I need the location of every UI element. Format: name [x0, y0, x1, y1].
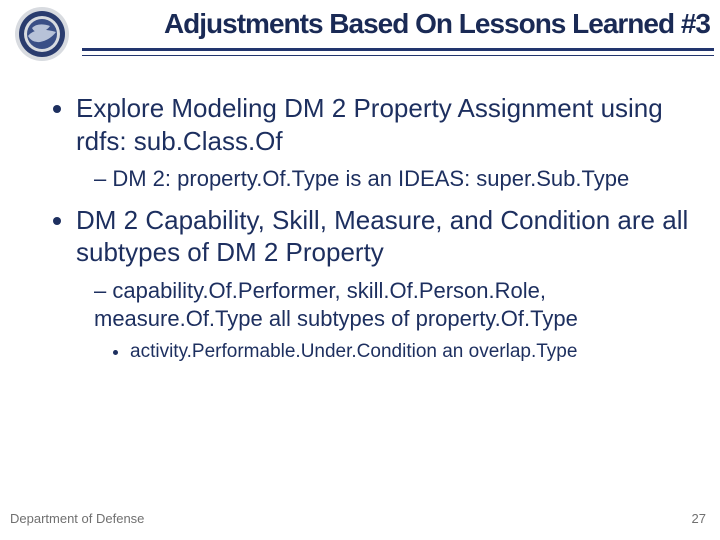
list-item: DM 2 Capability, Skill, Measure, and Con… [76, 204, 700, 365]
list-item: DM 2: property.Of.Type is an IDEAS: supe… [94, 165, 700, 194]
dod-seal-logo [14, 6, 70, 62]
bullet-sublist: capability.Of.Performer, skill.Of.Person… [76, 277, 700, 365]
list-item: activity.Performable.Under.Condition an … [130, 340, 700, 365]
slide: Adjustments Based On Lessons Learned #3 … [0, 0, 720, 540]
content-area: Explore Modeling DM 2 Property Assignmen… [48, 92, 700, 374]
footer-left: Department of Defense [10, 511, 144, 526]
bullet-text: activity.Performable.Under.Condition an … [130, 341, 577, 362]
list-item: Explore Modeling DM 2 Property Assignmen… [76, 92, 700, 194]
slide-title: Adjustments Based On Lessons Learned #3 [164, 8, 710, 40]
title-rule-thin [82, 55, 714, 56]
bullet-text: DM 2 Capability, Skill, Measure, and Con… [76, 205, 688, 268]
title-rule-thick [82, 48, 714, 51]
list-item: capability.Of.Performer, skill.Of.Person… [94, 277, 700, 365]
bullet-text: capability.Of.Performer, skill.Of.Person… [94, 278, 578, 332]
bullet-list: Explore Modeling DM 2 Property Assignmen… [48, 92, 700, 364]
bullet-subsublist: activity.Performable.Under.Condition an … [94, 340, 700, 365]
bullet-sublist: DM 2: property.Of.Type is an IDEAS: supe… [76, 165, 700, 194]
page-number: 27 [692, 511, 706, 526]
header: Adjustments Based On Lessons Learned #3 [0, 0, 720, 68]
bullet-text: DM 2: property.Of.Type is an IDEAS: supe… [112, 166, 629, 191]
bullet-text: Explore Modeling DM 2 Property Assignmen… [76, 93, 663, 156]
